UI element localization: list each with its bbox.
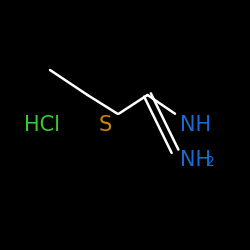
Text: 2: 2 [206, 156, 215, 170]
Text: S: S [98, 115, 112, 135]
Text: NH: NH [180, 150, 211, 170]
Text: HCl: HCl [24, 115, 60, 135]
Text: NH: NH [180, 115, 211, 135]
